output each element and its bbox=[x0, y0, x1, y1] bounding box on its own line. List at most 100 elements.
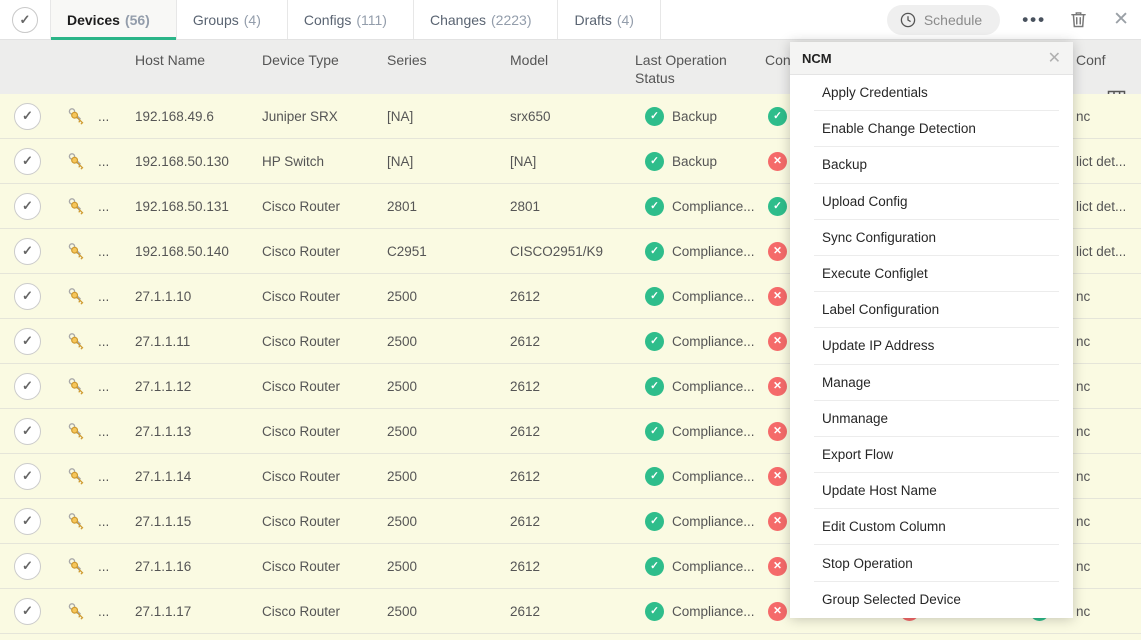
credentials-key-icon[interactable] bbox=[66, 319, 87, 363]
con-status-icon: ✕ bbox=[768, 376, 787, 396]
row-checkbox[interactable]: ✓ bbox=[14, 282, 41, 310]
toolbar: Schedule ••• ✕ bbox=[886, 0, 1141, 39]
last-operation-status-text: Compliance... bbox=[672, 558, 755, 574]
ncm-menu-item-enable-change-detection[interactable]: Enable Change Detection bbox=[814, 111, 1059, 148]
row-more-indicator[interactable]: ... bbox=[98, 378, 110, 394]
series-cell: 2500 bbox=[387, 423, 418, 439]
credentials-key-icon[interactable] bbox=[66, 94, 87, 138]
credentials-key-icon[interactable] bbox=[66, 544, 87, 588]
row-checkbox[interactable]: ✓ bbox=[14, 552, 41, 580]
ncm-menu-item-upload-config[interactable]: Upload Config bbox=[814, 184, 1059, 220]
column-header-model[interactable]: Model bbox=[510, 52, 549, 68]
tab-groups[interactable]: Groups (4) bbox=[175, 0, 287, 39]
tab-drafts[interactable]: Drafts (4) bbox=[557, 0, 661, 39]
ncm-menu-item-unmanage[interactable]: Unmanage bbox=[814, 401, 1059, 437]
device-type-cell: Cisco Router bbox=[262, 378, 341, 394]
status-success-icon: ✓ bbox=[645, 241, 664, 261]
tab-bar: ✓ Devices (56) Groups (4) Configs (111) Change… bbox=[0, 0, 1141, 40]
ncm-popup-close-icon[interactable]: ✕ bbox=[1047, 50, 1061, 67]
ncm-menu-item-export-flow[interactable]: Export Flow bbox=[814, 437, 1059, 474]
last-operation-status-text: Compliance... bbox=[672, 468, 755, 484]
row-checkbox[interactable]: ✓ bbox=[14, 192, 41, 220]
credentials-key-icon[interactable] bbox=[66, 184, 87, 228]
row-checkbox-cell: ✓ bbox=[14, 139, 41, 183]
model-cell: 2612 bbox=[510, 423, 541, 439]
status-success-icon: ✓ bbox=[645, 196, 664, 216]
ncm-menu-item-stop-operation[interactable]: Stop Operation bbox=[814, 545, 1059, 582]
row-more-indicator[interactable]: ... bbox=[98, 108, 110, 124]
tab-configs[interactable]: Configs (111) bbox=[286, 0, 413, 39]
ncm-menu-item-label-configuration[interactable]: Label Configuration bbox=[814, 292, 1059, 329]
row-checkbox-cell: ✓ bbox=[14, 229, 41, 273]
ncm-menu-item-manage[interactable]: Manage bbox=[814, 365, 1059, 401]
conflict-column-fragment: nc bbox=[1076, 603, 1091, 619]
more-actions-icon[interactable]: ••• bbox=[1022, 9, 1047, 29]
credentials-key-icon[interactable] bbox=[66, 229, 87, 273]
credentials-key-icon[interactable] bbox=[66, 454, 87, 498]
ncm-menu-item-apply-credentials[interactable]: Apply Credentials bbox=[814, 75, 1059, 112]
ncm-menu-item-sync-configuration[interactable]: Sync Configuration bbox=[814, 220, 1059, 256]
row-checkbox[interactable]: ✓ bbox=[14, 327, 41, 355]
row-more-indicator[interactable]: ... bbox=[98, 333, 110, 349]
model-cell: 2612 bbox=[510, 288, 541, 304]
credentials-key-icon[interactable] bbox=[66, 139, 87, 183]
host-name-cell: 192.168.50.131 bbox=[135, 198, 229, 214]
row-checkbox[interactable]: ✓ bbox=[14, 417, 41, 445]
last-operation-status-cell: ✓ Compliance... bbox=[645, 229, 755, 273]
row-checkbox[interactable]: ✓ bbox=[14, 597, 41, 625]
model-cell: srx650 bbox=[510, 108, 551, 124]
host-name-cell: 27.1.1.12 bbox=[135, 378, 192, 394]
column-header-last-operation-status[interactable]: Last Operation Status bbox=[635, 52, 727, 86]
row-checkbox[interactable]: ✓ bbox=[14, 102, 41, 130]
status-success-icon: ✓ bbox=[645, 106, 664, 126]
row-checkbox[interactable]: ✓ bbox=[14, 507, 41, 535]
ncm-menu-item-group-selected-device[interactable]: Group Selected Device bbox=[822, 592, 961, 608]
row-more-indicator[interactable]: ... bbox=[98, 423, 110, 439]
close-icon[interactable]: ✕ bbox=[1113, 8, 1129, 30]
credentials-key-icon[interactable] bbox=[66, 589, 87, 633]
row-more-indicator[interactable]: ... bbox=[98, 243, 110, 259]
last-operation-status-text: Backup bbox=[672, 153, 718, 169]
row-checkbox[interactable]: ✓ bbox=[14, 147, 41, 175]
ncm-menu-item-edit-custom-column[interactable]: Edit Custom Column bbox=[814, 509, 1059, 546]
column-header-series[interactable]: Series bbox=[387, 52, 427, 68]
column-header-host-name[interactable]: Host Name bbox=[135, 52, 206, 68]
partial-next-row bbox=[0, 634, 1141, 640]
schedule-button[interactable]: Schedule bbox=[886, 4, 1001, 35]
column-header-conf[interactable]: Conf bbox=[1076, 52, 1106, 68]
last-operation-status-cell: ✓ Compliance... bbox=[645, 499, 755, 543]
tab-devices[interactable]: Devices (56) bbox=[50, 0, 176, 40]
delete-icon[interactable] bbox=[1068, 9, 1089, 30]
ncm-menu-item-backup[interactable]: Backup bbox=[814, 147, 1059, 184]
column-header-con[interactable]: Con bbox=[765, 52, 791, 68]
row-more-indicator[interactable]: ... bbox=[98, 153, 110, 169]
row-more-indicator[interactable]: ... bbox=[98, 558, 110, 574]
con-status-icon: ✕ bbox=[768, 511, 787, 531]
row-checkbox[interactable]: ✓ bbox=[14, 237, 41, 265]
tab-changes[interactable]: Changes (2223) bbox=[412, 0, 558, 39]
status-success-icon: ✓ bbox=[645, 466, 664, 486]
row-more-indicator[interactable]: ... bbox=[98, 288, 110, 304]
row-more-indicator[interactable]: ... bbox=[98, 603, 110, 619]
row-more-indicator[interactable]: ... bbox=[98, 198, 110, 214]
row-checkbox[interactable]: ✓ bbox=[14, 462, 41, 490]
select-all-checkbox[interactable]: ✓ bbox=[12, 6, 38, 33]
column-header-device-type[interactable]: Device Type bbox=[262, 52, 339, 68]
last-operation-status-text: Compliance... bbox=[672, 378, 755, 394]
con-status-cell: ✓ bbox=[768, 94, 787, 138]
ncm-menu-item-update-ip-address[interactable]: Update IP Address bbox=[814, 328, 1059, 365]
row-checkbox[interactable]: ✓ bbox=[14, 372, 41, 400]
ncm-menu-item-execute-configlet[interactable]: Execute Configlet bbox=[814, 256, 1059, 293]
series-cell: 2500 bbox=[387, 333, 418, 349]
row-more-indicator[interactable]: ... bbox=[98, 468, 110, 484]
series-cell: 2500 bbox=[387, 378, 418, 394]
row-more-indicator[interactable]: ... bbox=[98, 513, 110, 529]
ncm-menu-item-update-host-name[interactable]: Update Host Name bbox=[814, 473, 1059, 510]
device-type-cell: Cisco Router bbox=[262, 468, 341, 484]
credentials-key-icon[interactable] bbox=[66, 499, 87, 543]
credentials-key-icon[interactable] bbox=[66, 409, 87, 453]
model-cell: 2612 bbox=[510, 468, 541, 484]
last-operation-status-text: Compliance... bbox=[672, 198, 755, 214]
credentials-key-icon[interactable] bbox=[66, 274, 87, 318]
credentials-key-icon[interactable] bbox=[66, 364, 87, 408]
